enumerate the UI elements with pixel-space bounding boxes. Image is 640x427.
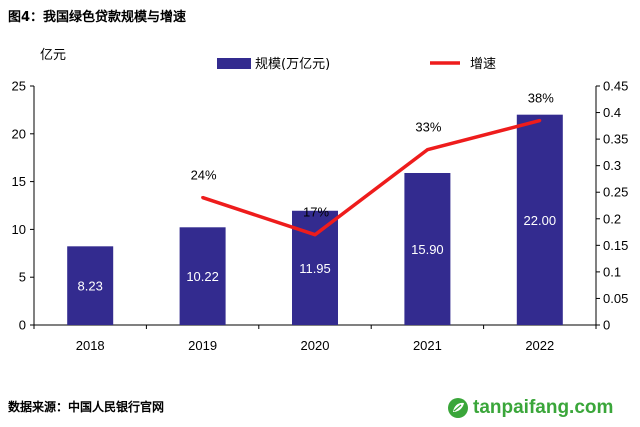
right-tick-label: 0.1 [603, 264, 621, 279]
figure-title: 图4：我国绿色贷款规模与增速 [8, 10, 187, 25]
left-tick-label: 15 [12, 174, 26, 189]
growth-point [425, 148, 429, 152]
growth-point-label: 33% [415, 120, 441, 135]
left-tick-label: 5 [19, 270, 26, 285]
growth-point [201, 196, 205, 200]
left-tick-label: 10 [12, 222, 26, 237]
right-tick-label: 0.25 [603, 185, 628, 200]
growth-line-series: 24% 17% 33% 38% [191, 91, 554, 237]
legend-line-label: 增速 [470, 57, 496, 72]
bar [179, 227, 226, 325]
bar-value-label: 8.23 [78, 279, 103, 294]
watermark: tanpaifang.com [447, 396, 613, 420]
bar [67, 246, 114, 325]
right-tick-label: 0 [603, 318, 610, 333]
source-note: 数据来源：中国人民银行官网 [8, 400, 165, 414]
x-tick-label: 2022 [525, 338, 554, 353]
bar-value-label: 15.90 [411, 242, 444, 257]
left-tick-label: 20 [12, 126, 26, 141]
right-tick-label: 0.2 [603, 211, 621, 226]
right-tick-label: 0.3 [603, 158, 621, 173]
growth-point-label: 38% [528, 91, 554, 106]
left-tick-label: 25 [12, 79, 26, 94]
bar [404, 172, 451, 325]
x-tick-label: 2018 [76, 338, 105, 353]
watermark-text: tanpaifang.com [473, 397, 614, 418]
right-tick-label: 0.15 [603, 238, 628, 253]
y-axis-unit-label: 亿元 [40, 48, 67, 63]
growth-point [313, 233, 317, 237]
growth-line [202, 118, 541, 237]
right-tick-label: 0.4 [603, 105, 621, 120]
x-tick-label: 2021 [413, 338, 442, 353]
bar-value-label: 11.95 [299, 261, 331, 276]
axes: 0 5 10 15 20 25 0 0.05 0.1 0.15 0.2 0.25 0.3 0.35 0.4 0… [12, 79, 629, 354]
bar [516, 114, 563, 326]
growth-point-label: 17% [303, 205, 329, 220]
bar-value-label: 10.22 [186, 269, 219, 284]
growth-point-label: 24% [191, 168, 217, 183]
bar-value-label: 22.00 [524, 213, 557, 228]
x-tick-label: 2020 [301, 338, 330, 353]
bar-series: 8.23 10.22 11.95 15.90 22.00 [67, 114, 563, 326]
x-tick-label: 2019 [188, 338, 217, 353]
growth-point [538, 119, 542, 123]
right-tick-label: 0.05 [603, 291, 628, 306]
legend-bar-label: 规模(万亿元) [255, 57, 330, 72]
legend-bar-swatch [217, 58, 251, 69]
leaf-globe-icon [448, 398, 468, 418]
right-tick-label: 0.35 [603, 132, 628, 147]
right-tick-label: 0.45 [603, 79, 628, 94]
legend: 规模(万亿元) 增速 [217, 57, 496, 72]
left-tick-label: 0 [19, 318, 26, 333]
